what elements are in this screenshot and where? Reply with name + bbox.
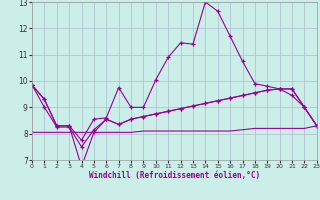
X-axis label: Windchill (Refroidissement éolien,°C): Windchill (Refroidissement éolien,°C)	[89, 171, 260, 180]
